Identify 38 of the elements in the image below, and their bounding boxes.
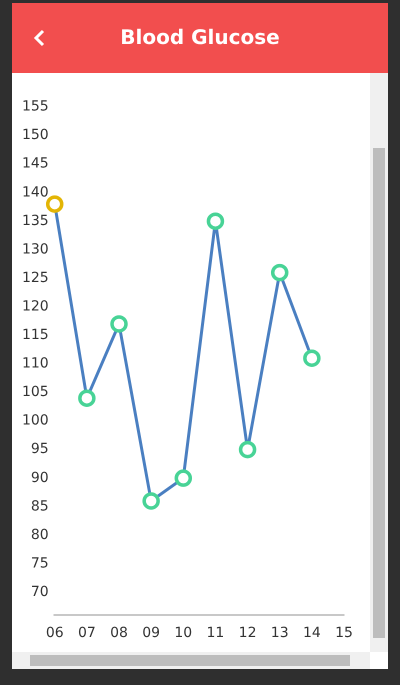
point xyxy=(174,469,192,487)
y-tick-label: 135 xyxy=(22,212,49,229)
point xyxy=(78,389,96,407)
x-tick-label: 07 xyxy=(78,625,96,642)
y-tick-label: 105 xyxy=(22,384,49,400)
y-tick-label: 125 xyxy=(22,270,49,286)
y-tick-label: 130 xyxy=(22,241,49,258)
chart-title: Blood Glucose xyxy=(119,25,281,49)
x-tick-label: 06 xyxy=(46,625,64,642)
point xyxy=(206,212,224,230)
point xyxy=(46,195,64,213)
point xyxy=(142,492,160,510)
y-tick-label: 115 xyxy=(22,327,49,344)
y-tick-label: 90 xyxy=(30,470,49,486)
x-tick-label: 14 xyxy=(302,625,321,642)
point xyxy=(238,440,256,458)
y-tick-label: 80 xyxy=(30,526,49,543)
x-tick-label: 13 xyxy=(270,625,289,642)
x-tick-label: 12 xyxy=(238,625,256,642)
x-tick-label: 10 xyxy=(174,625,192,642)
y-tick-label: 120 xyxy=(22,298,49,314)
point xyxy=(270,264,288,282)
y-tick-label: 100 xyxy=(22,412,49,429)
y-tick-label: 110 xyxy=(22,356,49,372)
y-tick-label: 155 xyxy=(22,98,49,115)
y-tick-label: 85 xyxy=(30,498,49,514)
y-tick-label: 70 xyxy=(30,584,49,600)
y-tick-label: 150 xyxy=(22,127,49,144)
x-tick-label: 15 xyxy=(335,625,353,642)
point xyxy=(110,315,128,333)
y-tick-label: 145 xyxy=(22,156,49,172)
x-tick-label: 09 xyxy=(142,625,160,642)
x-tick-label: 11 xyxy=(206,625,224,642)
x-tick-label: 08 xyxy=(110,625,128,642)
y-tick-label: 95 xyxy=(30,441,49,458)
y-tick-label: 140 xyxy=(22,184,49,200)
y-tick-label: 75 xyxy=(30,555,49,572)
point xyxy=(303,349,321,367)
